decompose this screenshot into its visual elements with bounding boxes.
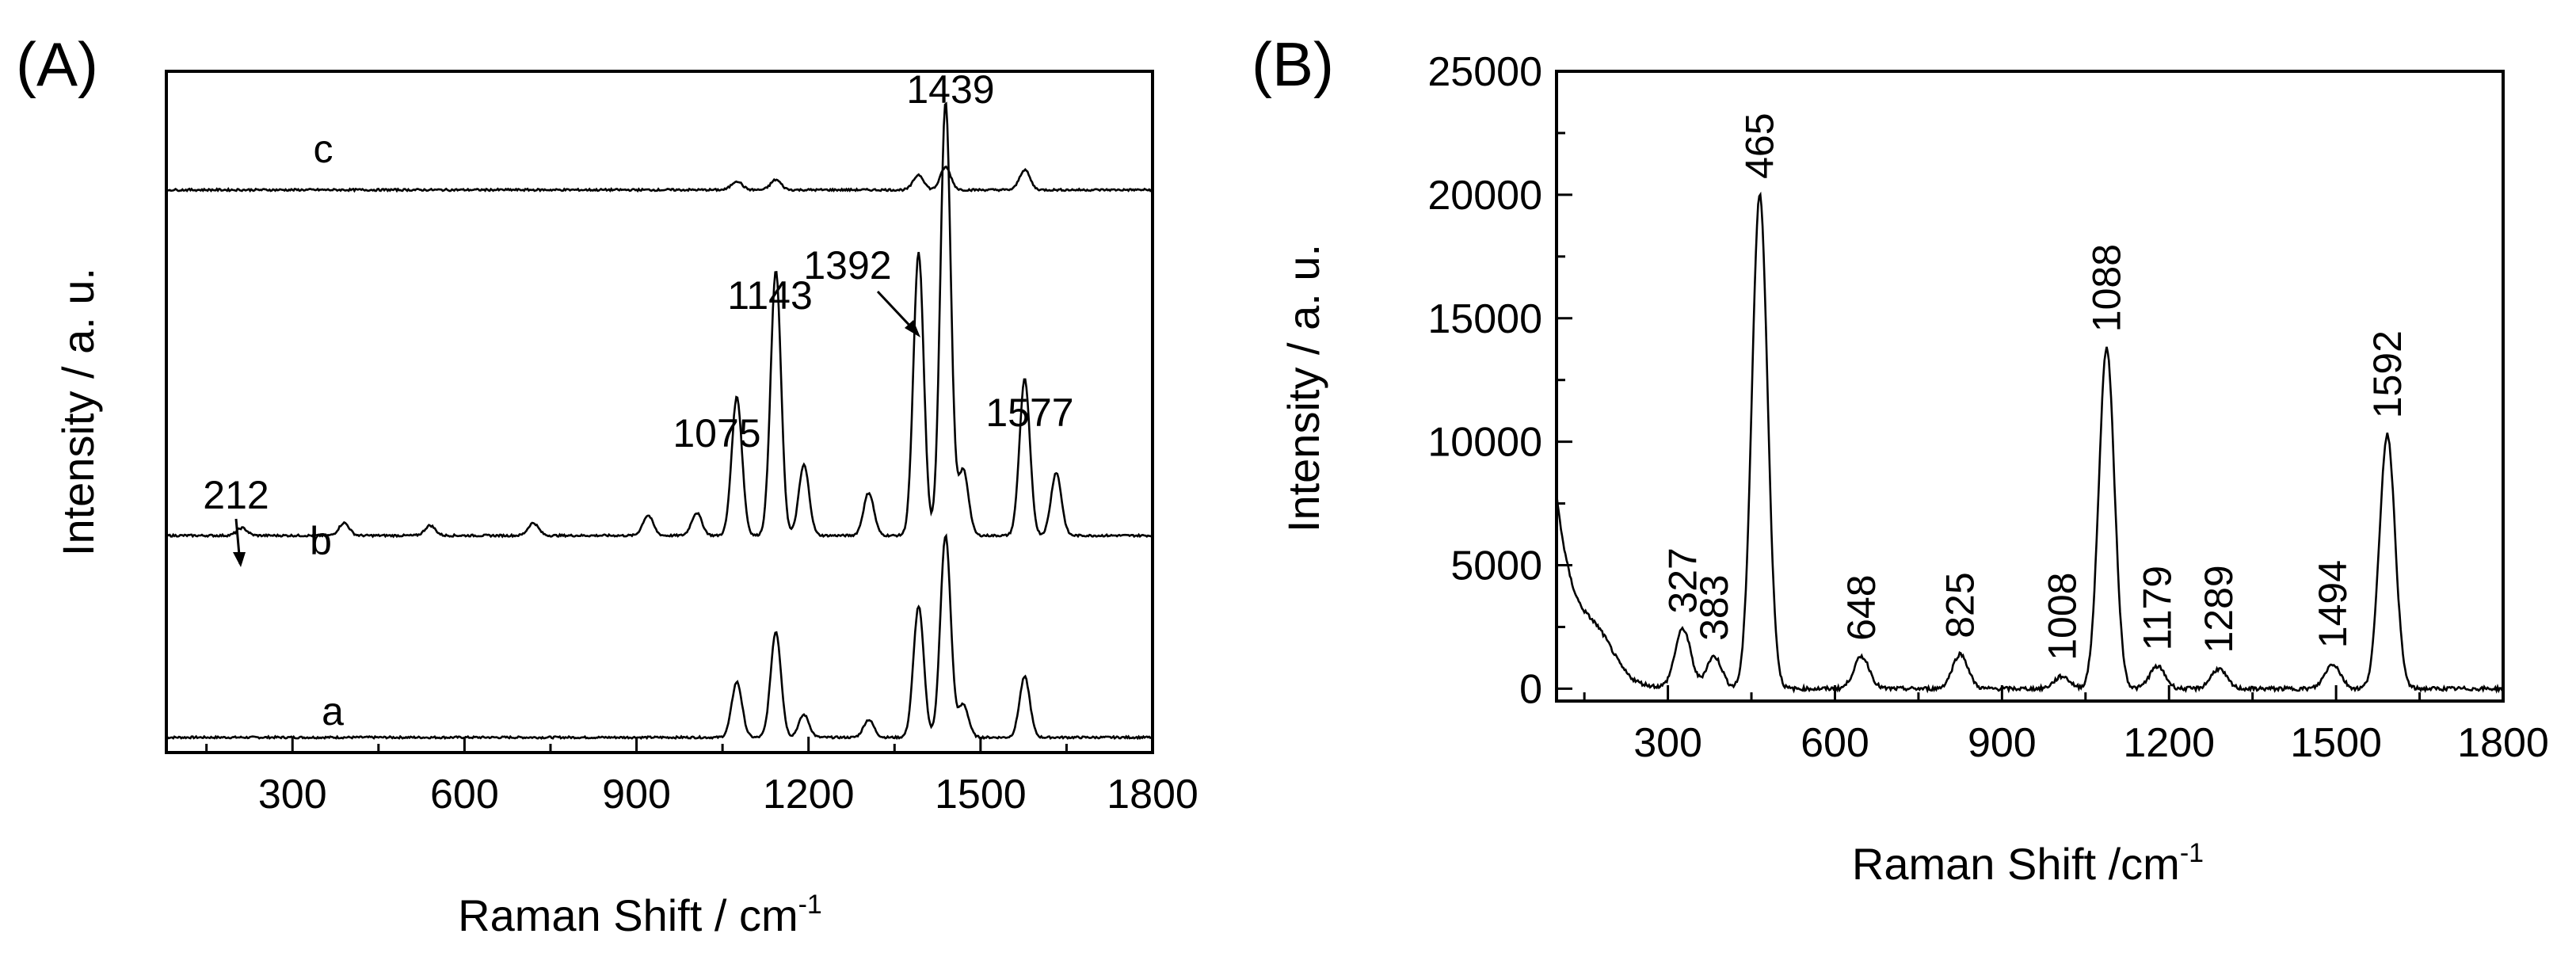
peak-label-1179: 1179 [2136, 566, 2180, 651]
trace-label-c: c [314, 127, 333, 171]
panel-b-plot-frame [1555, 70, 2505, 703]
peak-label-1592: 1592 [2365, 330, 2410, 418]
peak-1392-arrowhead [905, 320, 920, 337]
trace-label-a: a [322, 689, 344, 734]
trace-label-b: b [310, 519, 332, 563]
peak-label-1439: 1439 [906, 67, 994, 112]
series-line-a [166, 533, 1153, 741]
panel-a-trace-names: c b a [310, 127, 344, 734]
peak-label-1289: 1289 [2197, 565, 2241, 653]
x-tick-label: 900 [602, 772, 671, 817]
y-tick-label: 0 [1519, 666, 1542, 712]
peak-label-327: 327 [1661, 547, 1705, 613]
x-tick-label: 1500 [935, 772, 1027, 817]
panel-b-ticks [1557, 70, 2505, 701]
y-tick-label: 5000 [1450, 543, 1542, 589]
panel-b-y-axis-title: Intensity / a. u. [1278, 244, 1328, 532]
panel-a-peak-annotations: 212 1075 1143 1392 1439 1577 [203, 67, 1074, 567]
panel-b: (B) 300 600 900 1200 1500 1800 0 5000 10… [1252, 29, 2549, 889]
peak-label-1008: 1008 [2040, 573, 2084, 661]
panel-a-y-axis-title: Intensity / a. u. [53, 268, 103, 556]
peak-label-1392: 1392 [803, 243, 891, 288]
peak-label-648: 648 [1839, 574, 1884, 640]
panel-b-y-tick-labels: 0 5000 10000 15000 20000 25000 [1427, 49, 1542, 712]
x-tick-label: 600 [1801, 720, 1869, 766]
panel-b-peak-annotations: 327 383 465 648 825 1008 1088 1179 1289 … [1661, 112, 2410, 660]
y-tick-label: 20000 [1427, 173, 1542, 219]
x-tick-label: 1800 [2457, 720, 2549, 766]
x-tick-label: 1200 [763, 772, 855, 817]
x-tick-label: 600 [430, 772, 499, 817]
panel-a-x-axis-title: Raman Shift / cm-1 [458, 890, 822, 940]
peak-label-1075: 1075 [673, 411, 760, 455]
panel-b-x-tick-labels: 300 600 900 1200 1500 1800 [1633, 720, 2549, 766]
panel-a-plot-frame [165, 70, 1154, 754]
y-tick-label: 15000 [1427, 296, 1542, 342]
series-line-spectrum [1555, 191, 2505, 694]
panel-a-x-ticks [205, 737, 1154, 753]
peak-label-212: 212 [203, 473, 269, 517]
peak-label-1088: 1088 [2085, 244, 2129, 332]
x-tick-label: 1500 [2290, 720, 2382, 766]
x-tick-label: 1800 [1107, 772, 1198, 817]
y-tick-label: 25000 [1427, 49, 1542, 95]
panel-a-x-tick-labels: 300 600 900 1200 1500 1800 [258, 772, 1198, 817]
x-tick-label: 900 [1968, 720, 2037, 766]
panel-b-series [1555, 191, 2505, 694]
panel-a-label: (A) [16, 29, 98, 99]
x-tick-label: 1200 [2123, 720, 2215, 766]
series-line-c [166, 165, 1153, 193]
peak-212-arrowhead [233, 552, 246, 567]
panel-a-series [166, 101, 1154, 741]
peak-label-825: 825 [1938, 572, 1983, 638]
peak-label-1577: 1577 [985, 391, 1073, 435]
peak-label-465: 465 [1738, 112, 1782, 178]
peak-label-1494: 1494 [2311, 560, 2355, 648]
series-line-b [166, 101, 1154, 539]
x-tick-label: 300 [1633, 720, 1702, 766]
y-tick-label: 10000 [1427, 420, 1542, 466]
peak-label-383: 383 [1692, 574, 1736, 640]
x-tick-label: 300 [258, 772, 327, 817]
panel-a: (A) 300 600 900 1200 1500 1800 c b a 212… [16, 29, 1198, 940]
panel-b-x-axis-title: Raman Shift /cm-1 [1852, 838, 2204, 889]
peak-label-1143: 1143 [727, 273, 813, 318]
panel-b-label: (B) [1252, 29, 1334, 99]
